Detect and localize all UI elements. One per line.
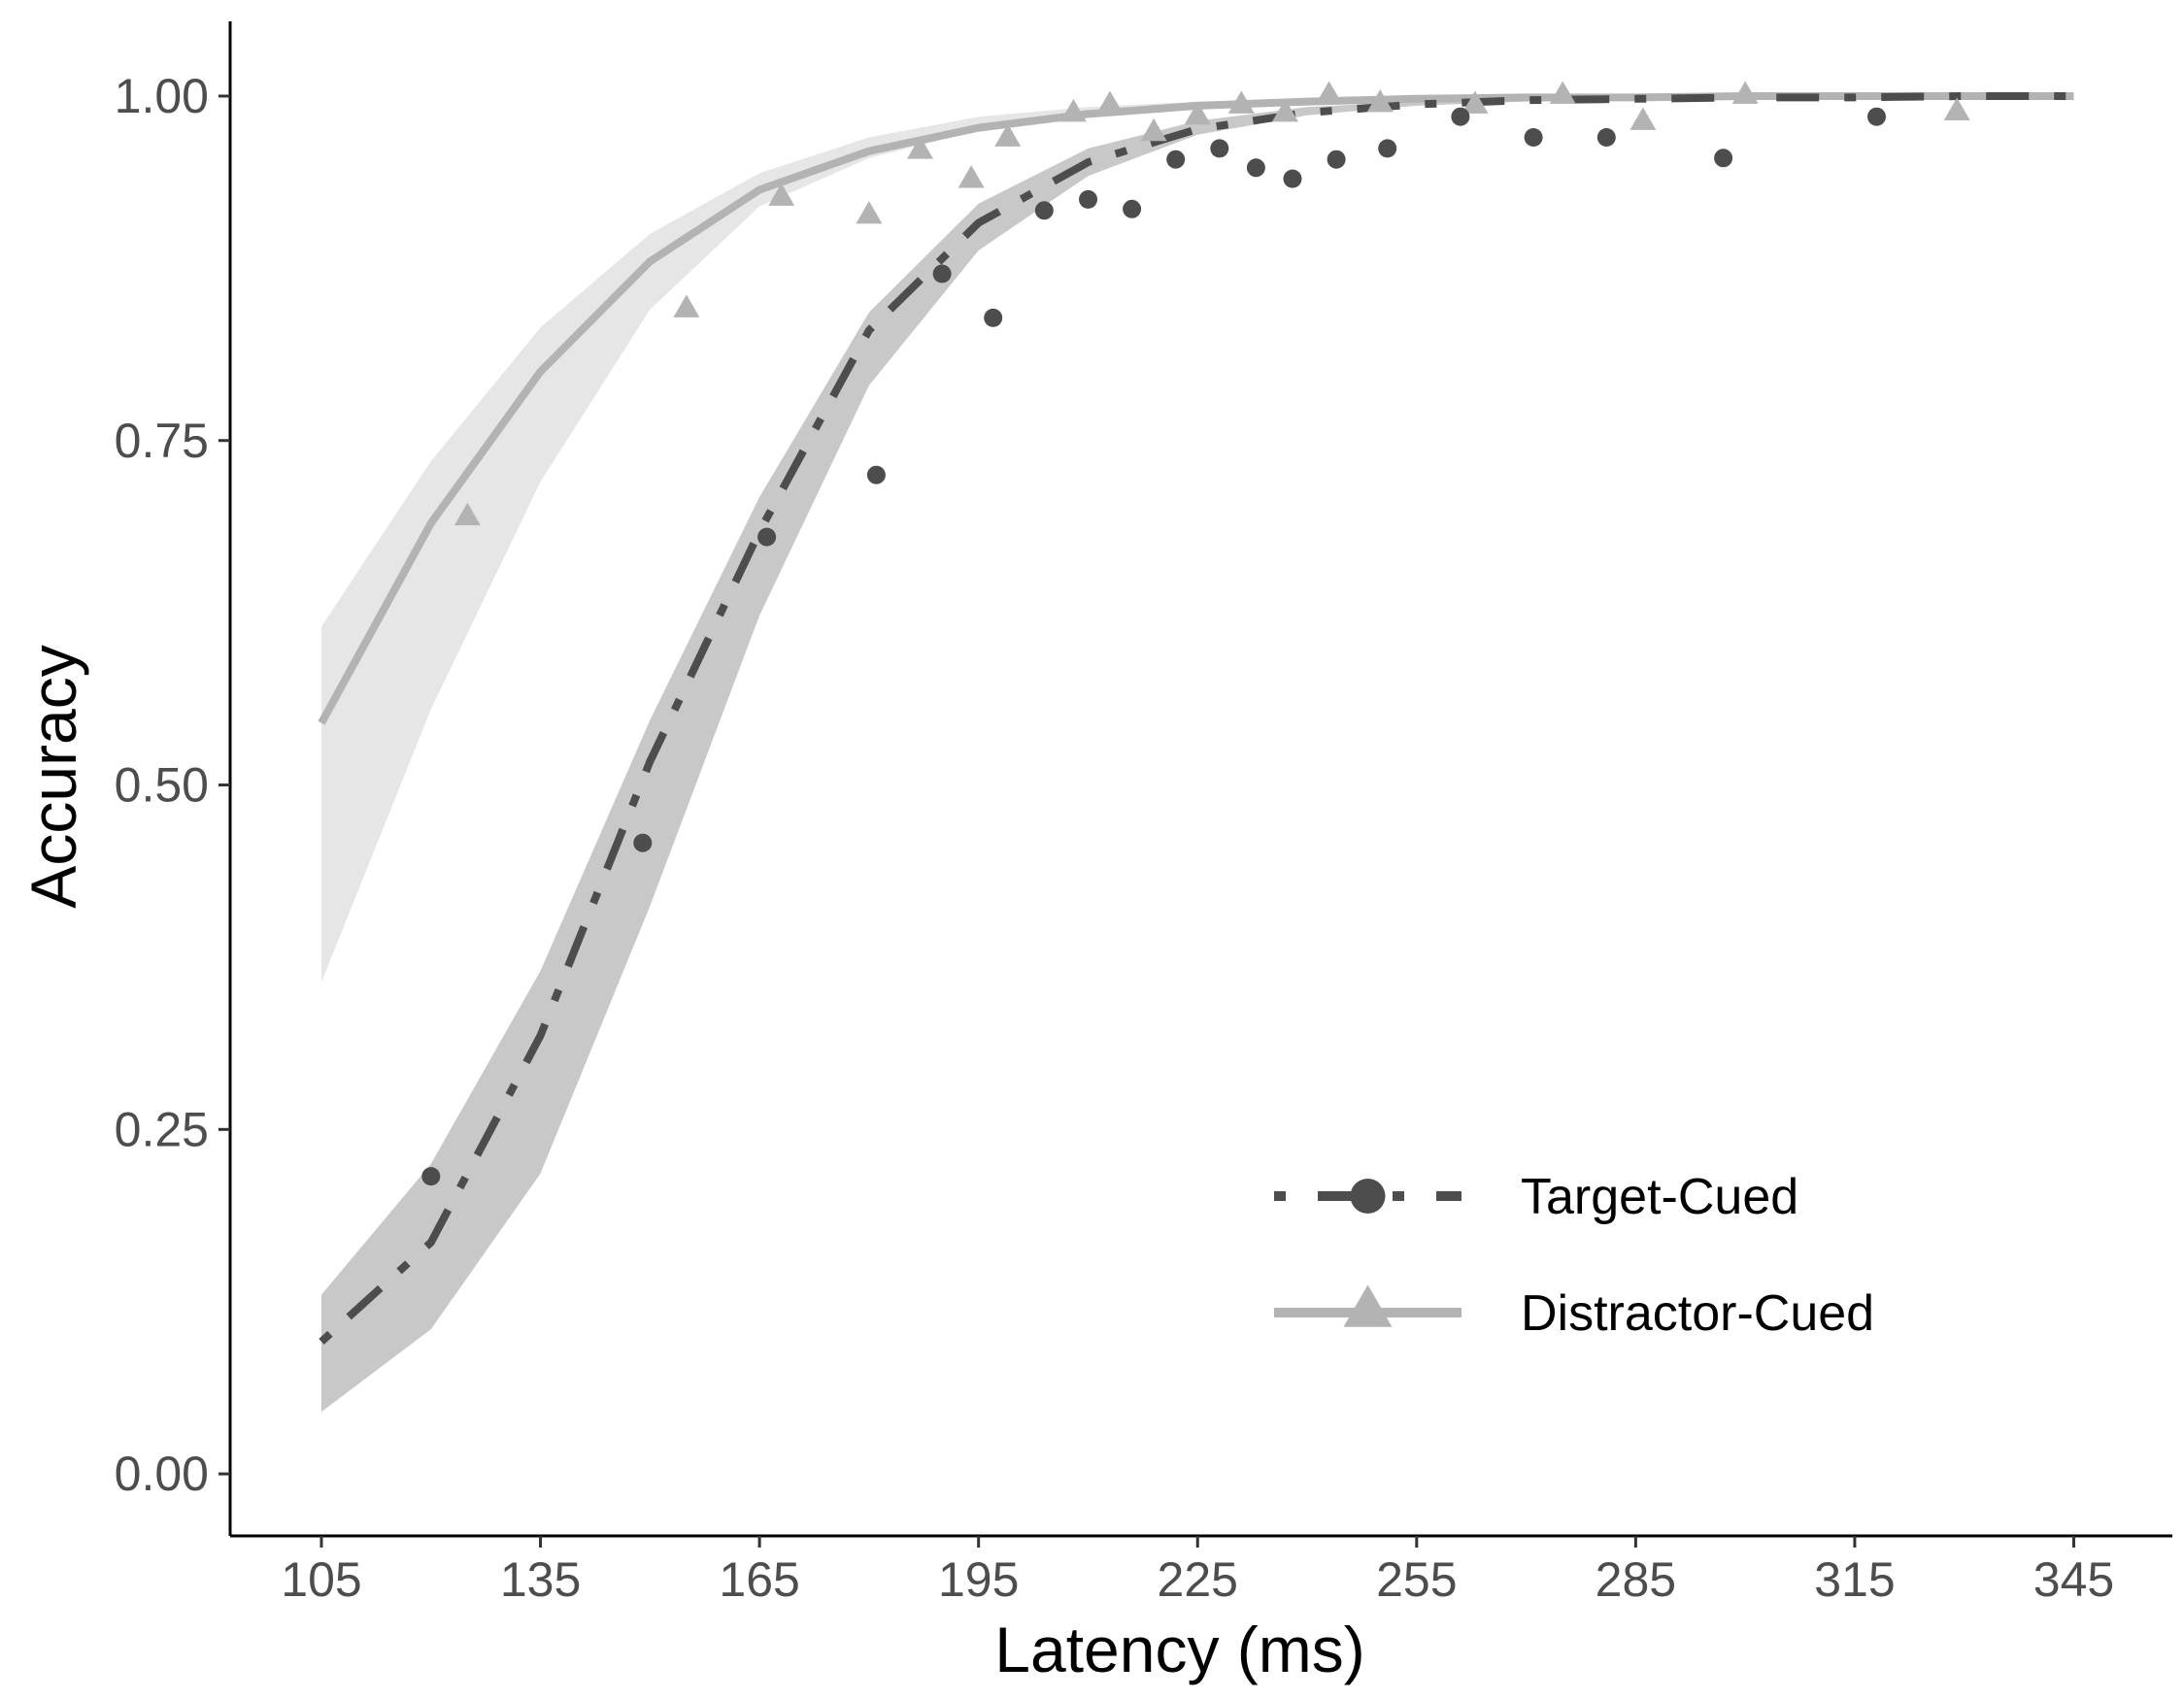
target-cued-confidence-ribbon xyxy=(321,96,2074,1413)
y-tick-label: 1.00 xyxy=(115,69,209,123)
x-tick-label: 285 xyxy=(1596,1552,1676,1607)
y-tick-label: 0.25 xyxy=(115,1102,209,1156)
distractor-cued-point xyxy=(1731,81,1759,104)
target-cued-point xyxy=(1524,128,1543,147)
target-cued-point xyxy=(1210,139,1229,158)
y-axis-title: Accuracy xyxy=(17,645,89,908)
target-cued-point xyxy=(984,308,1003,327)
x-axis-title: Latency (ms) xyxy=(994,1614,1364,1685)
target-cued-fit-line xyxy=(319,92,2074,1345)
target-cued-point xyxy=(1867,107,1886,126)
target-cued-point xyxy=(1246,158,1265,178)
target-cued-point xyxy=(866,465,886,484)
distractor-cued-point xyxy=(1630,107,1657,130)
target-cued-point xyxy=(1166,150,1186,169)
distractor-cued-point xyxy=(1462,90,1489,114)
distractor-cued-point xyxy=(1943,97,1970,120)
distractor-cued-point xyxy=(994,123,1022,147)
legend-label-distractor-cued: Distractor-Cued xyxy=(1521,1285,1874,1342)
x-tick-label: 315 xyxy=(1814,1552,1895,1607)
distractor-cued-point xyxy=(1227,90,1255,114)
x-tick-label: 135 xyxy=(500,1552,581,1607)
distractor-cued-point xyxy=(1184,101,1211,125)
x-tick-label: 165 xyxy=(719,1552,799,1607)
x-tick-label: 225 xyxy=(1158,1552,1238,1607)
x-tick-label: 105 xyxy=(281,1552,361,1607)
distractor-cued-point xyxy=(1366,89,1394,113)
target-cued-point xyxy=(633,833,653,852)
target-cued-point xyxy=(1079,189,1097,209)
y-tick-label: 0.75 xyxy=(115,414,209,468)
distractor-cued-point xyxy=(1059,98,1087,122)
legend-label-target-cued: Target-Cued xyxy=(1521,1169,1798,1225)
distractor-cued-point xyxy=(673,294,700,317)
distractor-cued-point xyxy=(1271,98,1298,122)
distractor-cued-point xyxy=(856,200,883,224)
x-tick-label: 345 xyxy=(2033,1552,2114,1607)
y-tick-label: 0.50 xyxy=(115,758,209,813)
legend-key-marker-target-cued xyxy=(1350,1179,1386,1214)
distractor-cued-point xyxy=(454,502,481,526)
target-cued-point xyxy=(1283,169,1302,188)
distractor-cued-point xyxy=(907,136,934,159)
target-cued-point xyxy=(1378,139,1397,158)
legend-key-marker-distractor-cued xyxy=(1343,1284,1393,1327)
distractor-cued-point xyxy=(768,183,795,206)
target-cued-point xyxy=(421,1167,441,1186)
x-tick-label: 255 xyxy=(1376,1552,1457,1607)
distractor-cued-point xyxy=(1549,81,1576,104)
distractor-cued-point xyxy=(1096,90,1124,114)
target-cued-point xyxy=(1451,107,1470,126)
distractor-cued-point xyxy=(1140,117,1167,142)
target-cued-point xyxy=(1034,201,1054,220)
distractor-cued-point xyxy=(1316,81,1343,104)
y-tick-label: 0.00 xyxy=(115,1447,209,1501)
distractor-cued-point xyxy=(958,165,985,188)
target-cued-point xyxy=(1123,199,1142,218)
target-cued-point xyxy=(1327,150,1346,169)
target-cued-point xyxy=(757,527,777,547)
x-tick-label: 195 xyxy=(938,1552,1019,1607)
target-cued-point xyxy=(1714,149,1733,168)
target-cued-point xyxy=(932,264,952,283)
target-cued-point xyxy=(1596,128,1616,147)
